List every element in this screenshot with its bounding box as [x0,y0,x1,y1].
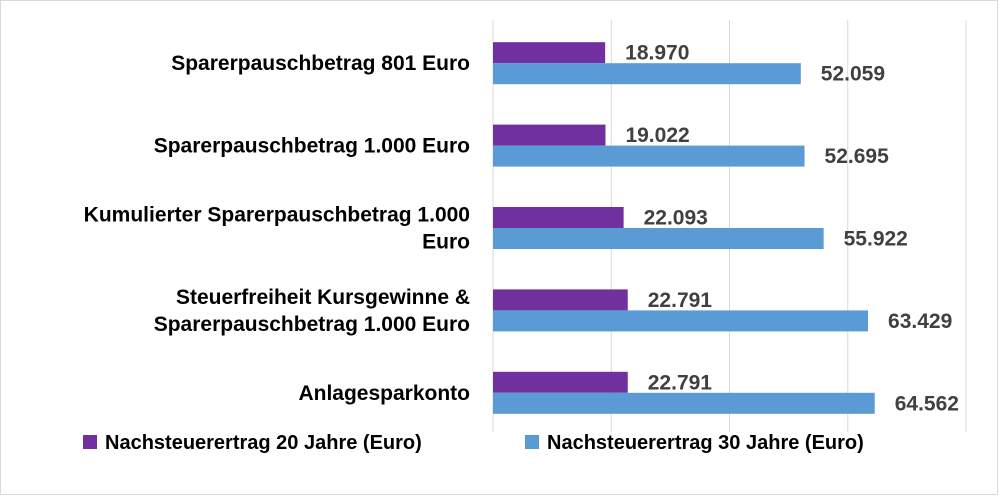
bars [493,42,875,414]
legend-swatch [525,435,539,449]
bar-series1-cat4 [493,289,628,311]
data-label: 18.970 [625,42,689,65]
legend: Nachsteuerertrag 20 Jahre (Euro) Nachsteu… [83,432,864,454]
data-label: 55.922 [844,228,908,251]
bar-series1-cat3 [493,207,624,228]
bar-series1-cat5 [493,371,628,393]
data-label: 22.791 [648,289,713,312]
bar-series1-cat1 [493,42,606,64]
data-label: 52.695 [825,145,890,168]
data-label: 63.429 [888,310,952,333]
legend-item-series1: Nachsteuerertrag 20 Jahre (Euro) [83,432,422,454]
category-label: Sparerpauschbetrag 801 Euro [171,52,470,75]
category-label: Kumulierter Sparerpauschbetrag 1.000 [84,204,470,227]
bar-series2-cat1 [493,63,801,85]
category-label: Anlagesparkonto [298,382,470,405]
category-labels: Sparerpauschbetrag 801 Euro Sparerpauschb… [84,52,470,405]
legend-label: Nachsteuerertrag 30 Jahre (Euro) [547,432,864,454]
bar-series2-cat2 [493,145,805,167]
category-label: Euro [422,231,470,254]
category-label: Sparerpauschbetrag 1.000 Euro [154,135,470,158]
legend-label: Nachsteuerertrag 20 Jahre (Euro) [105,432,422,454]
data-label: 19.022 [625,124,689,147]
category-label: Sparerpauschbetrag 1.000 Euro [154,313,470,336]
data-label: 52.059 [821,63,885,86]
value-labels: 18.970 52.059 19.022 52.695 22.093 55.922 22.7… [625,42,959,416]
data-label: 64.562 [895,392,959,415]
bar-series1-cat2 [493,124,606,146]
bar-series2-cat5 [493,392,875,414]
legend-swatch [83,435,97,449]
data-label: 22.791 [648,371,713,394]
category-label: Steuerfreiheit Kursgewinne & [176,286,470,309]
legend-item-series2: Nachsteuerertrag 30 Jahre (Euro) [525,432,864,454]
bar-series2-cat4 [493,310,869,332]
bar-series2-cat3 [493,228,824,249]
data-label: 22.093 [644,207,708,230]
